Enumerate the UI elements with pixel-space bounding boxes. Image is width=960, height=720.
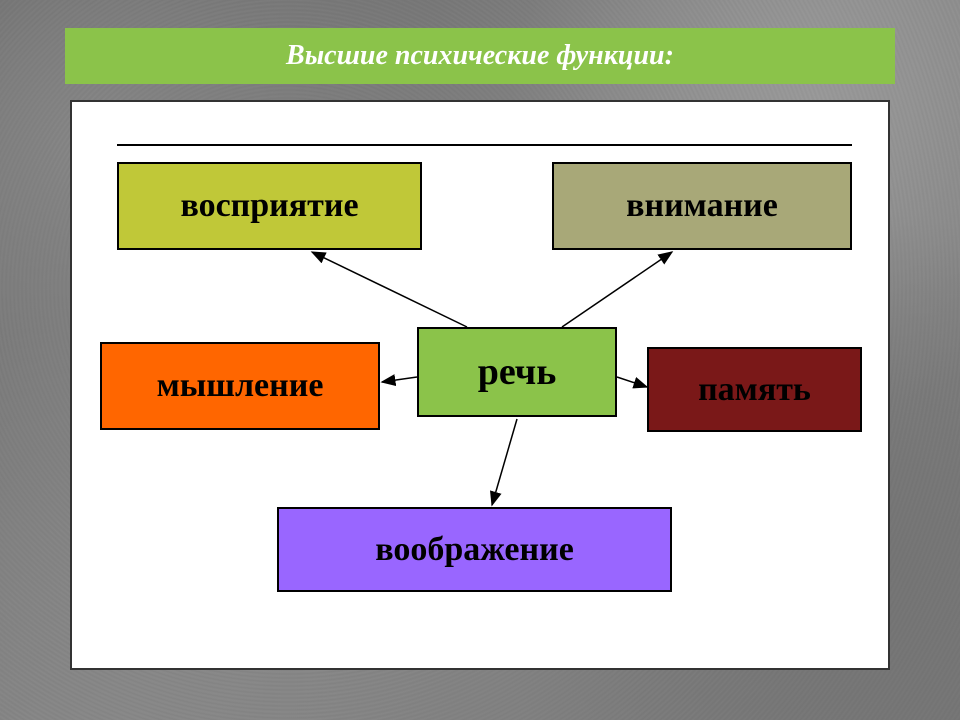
node-attention: внимание	[552, 162, 852, 250]
node-label-attention: внимание	[626, 187, 778, 225]
node-imagination: воображение	[277, 507, 672, 592]
diagram-panel: восприятие внимание мышление речь память вооб…	[70, 100, 890, 670]
arrow-speech-to-thinking	[382, 377, 417, 382]
node-label-memory: память	[698, 371, 811, 409]
node-memory: память	[647, 347, 862, 432]
arrow-speech-to-imagination	[492, 419, 517, 505]
node-label-imagination: воображение	[375, 531, 574, 569]
node-speech: речь	[417, 327, 617, 417]
arrow-speech-to-perception	[312, 252, 467, 327]
node-label-thinking: мышление	[157, 367, 324, 405]
node-thinking: мышление	[100, 342, 380, 430]
arrow-speech-to-attention	[562, 252, 672, 327]
node-perception: восприятие	[117, 162, 422, 250]
node-label-speech: речь	[478, 350, 557, 394]
title-text: Высшие психические функции:	[286, 40, 674, 72]
top-cut-line	[117, 144, 852, 146]
node-label-perception: восприятие	[180, 187, 358, 225]
title-bar: Высшие психические функции:	[65, 28, 895, 84]
arrow-speech-to-memory	[617, 377, 647, 387]
